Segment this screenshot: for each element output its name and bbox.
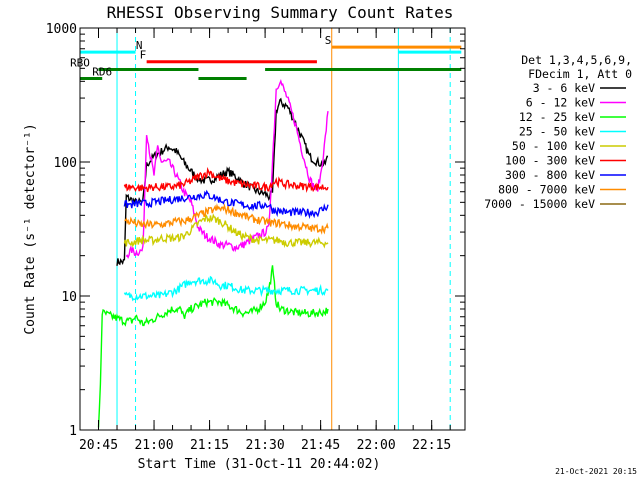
series-line-1 xyxy=(125,78,329,259)
plot-frame xyxy=(79,27,466,431)
x-tick-label-3: 21:30 xyxy=(246,438,285,453)
chart-title: RHESSI Observing Summary Count Rates xyxy=(107,3,454,22)
y-tick-label-1: 10 xyxy=(61,290,77,305)
series-line-7 xyxy=(124,202,329,235)
legend-label-7: 800 - 7000 keV xyxy=(498,183,595,197)
legend-header-1: FDecim 1, Att 0 xyxy=(528,67,632,81)
series-line-5 xyxy=(123,166,329,193)
y-tick-label-2: 100 xyxy=(54,156,77,171)
legend-label-6: 300 - 800 keV xyxy=(505,168,595,182)
status-bar-label-2: S xyxy=(325,34,332,47)
legend-label-0: 3 - 6 keV xyxy=(533,81,595,95)
x-tick-label-4: 21:45 xyxy=(301,438,340,453)
series-line-3 xyxy=(123,275,329,302)
legend-label-5: 100 - 300 keV xyxy=(505,154,595,168)
y-tick-label-0: 1 xyxy=(69,424,77,439)
series-line-4 xyxy=(123,213,329,249)
legend-label-2: 12 - 25 keV xyxy=(519,110,595,124)
series-line-6 xyxy=(123,189,329,220)
legend-label-4: 50 - 100 keV xyxy=(512,139,595,153)
status-bar-label-3: F xyxy=(140,49,147,62)
x-axis-label: Start Time (31-Oct-11 20:44:02) xyxy=(138,457,381,472)
y-tick-label-3: 1000 xyxy=(46,22,77,37)
x-tick-label-2: 21:15 xyxy=(190,438,229,453)
status-bar-label-6: RD6 xyxy=(92,65,112,78)
series-line-2 xyxy=(97,265,329,428)
legend-label-3: 25 - 50 keV xyxy=(519,125,595,139)
legend-label-1: 6 - 12 keV xyxy=(526,96,595,110)
x-tick-label-0: 20:45 xyxy=(79,438,118,453)
x-tick-label-1: 21:00 xyxy=(134,438,173,453)
legend-label-8: 7000 - 15000 keV xyxy=(484,197,595,211)
y-axis-label: Count Rate (s⁻¹ detector⁻¹) xyxy=(23,123,38,334)
x-tick-label-5: 22:00 xyxy=(357,438,396,453)
generation-timestamp: 21-Oct-2021 20:15 xyxy=(555,467,637,476)
status-bar-label-0: N xyxy=(136,39,143,52)
legend-header-0: Det 1,3,4,5,6,9, xyxy=(521,53,632,67)
x-tick-label-6: 22:15 xyxy=(412,438,451,453)
